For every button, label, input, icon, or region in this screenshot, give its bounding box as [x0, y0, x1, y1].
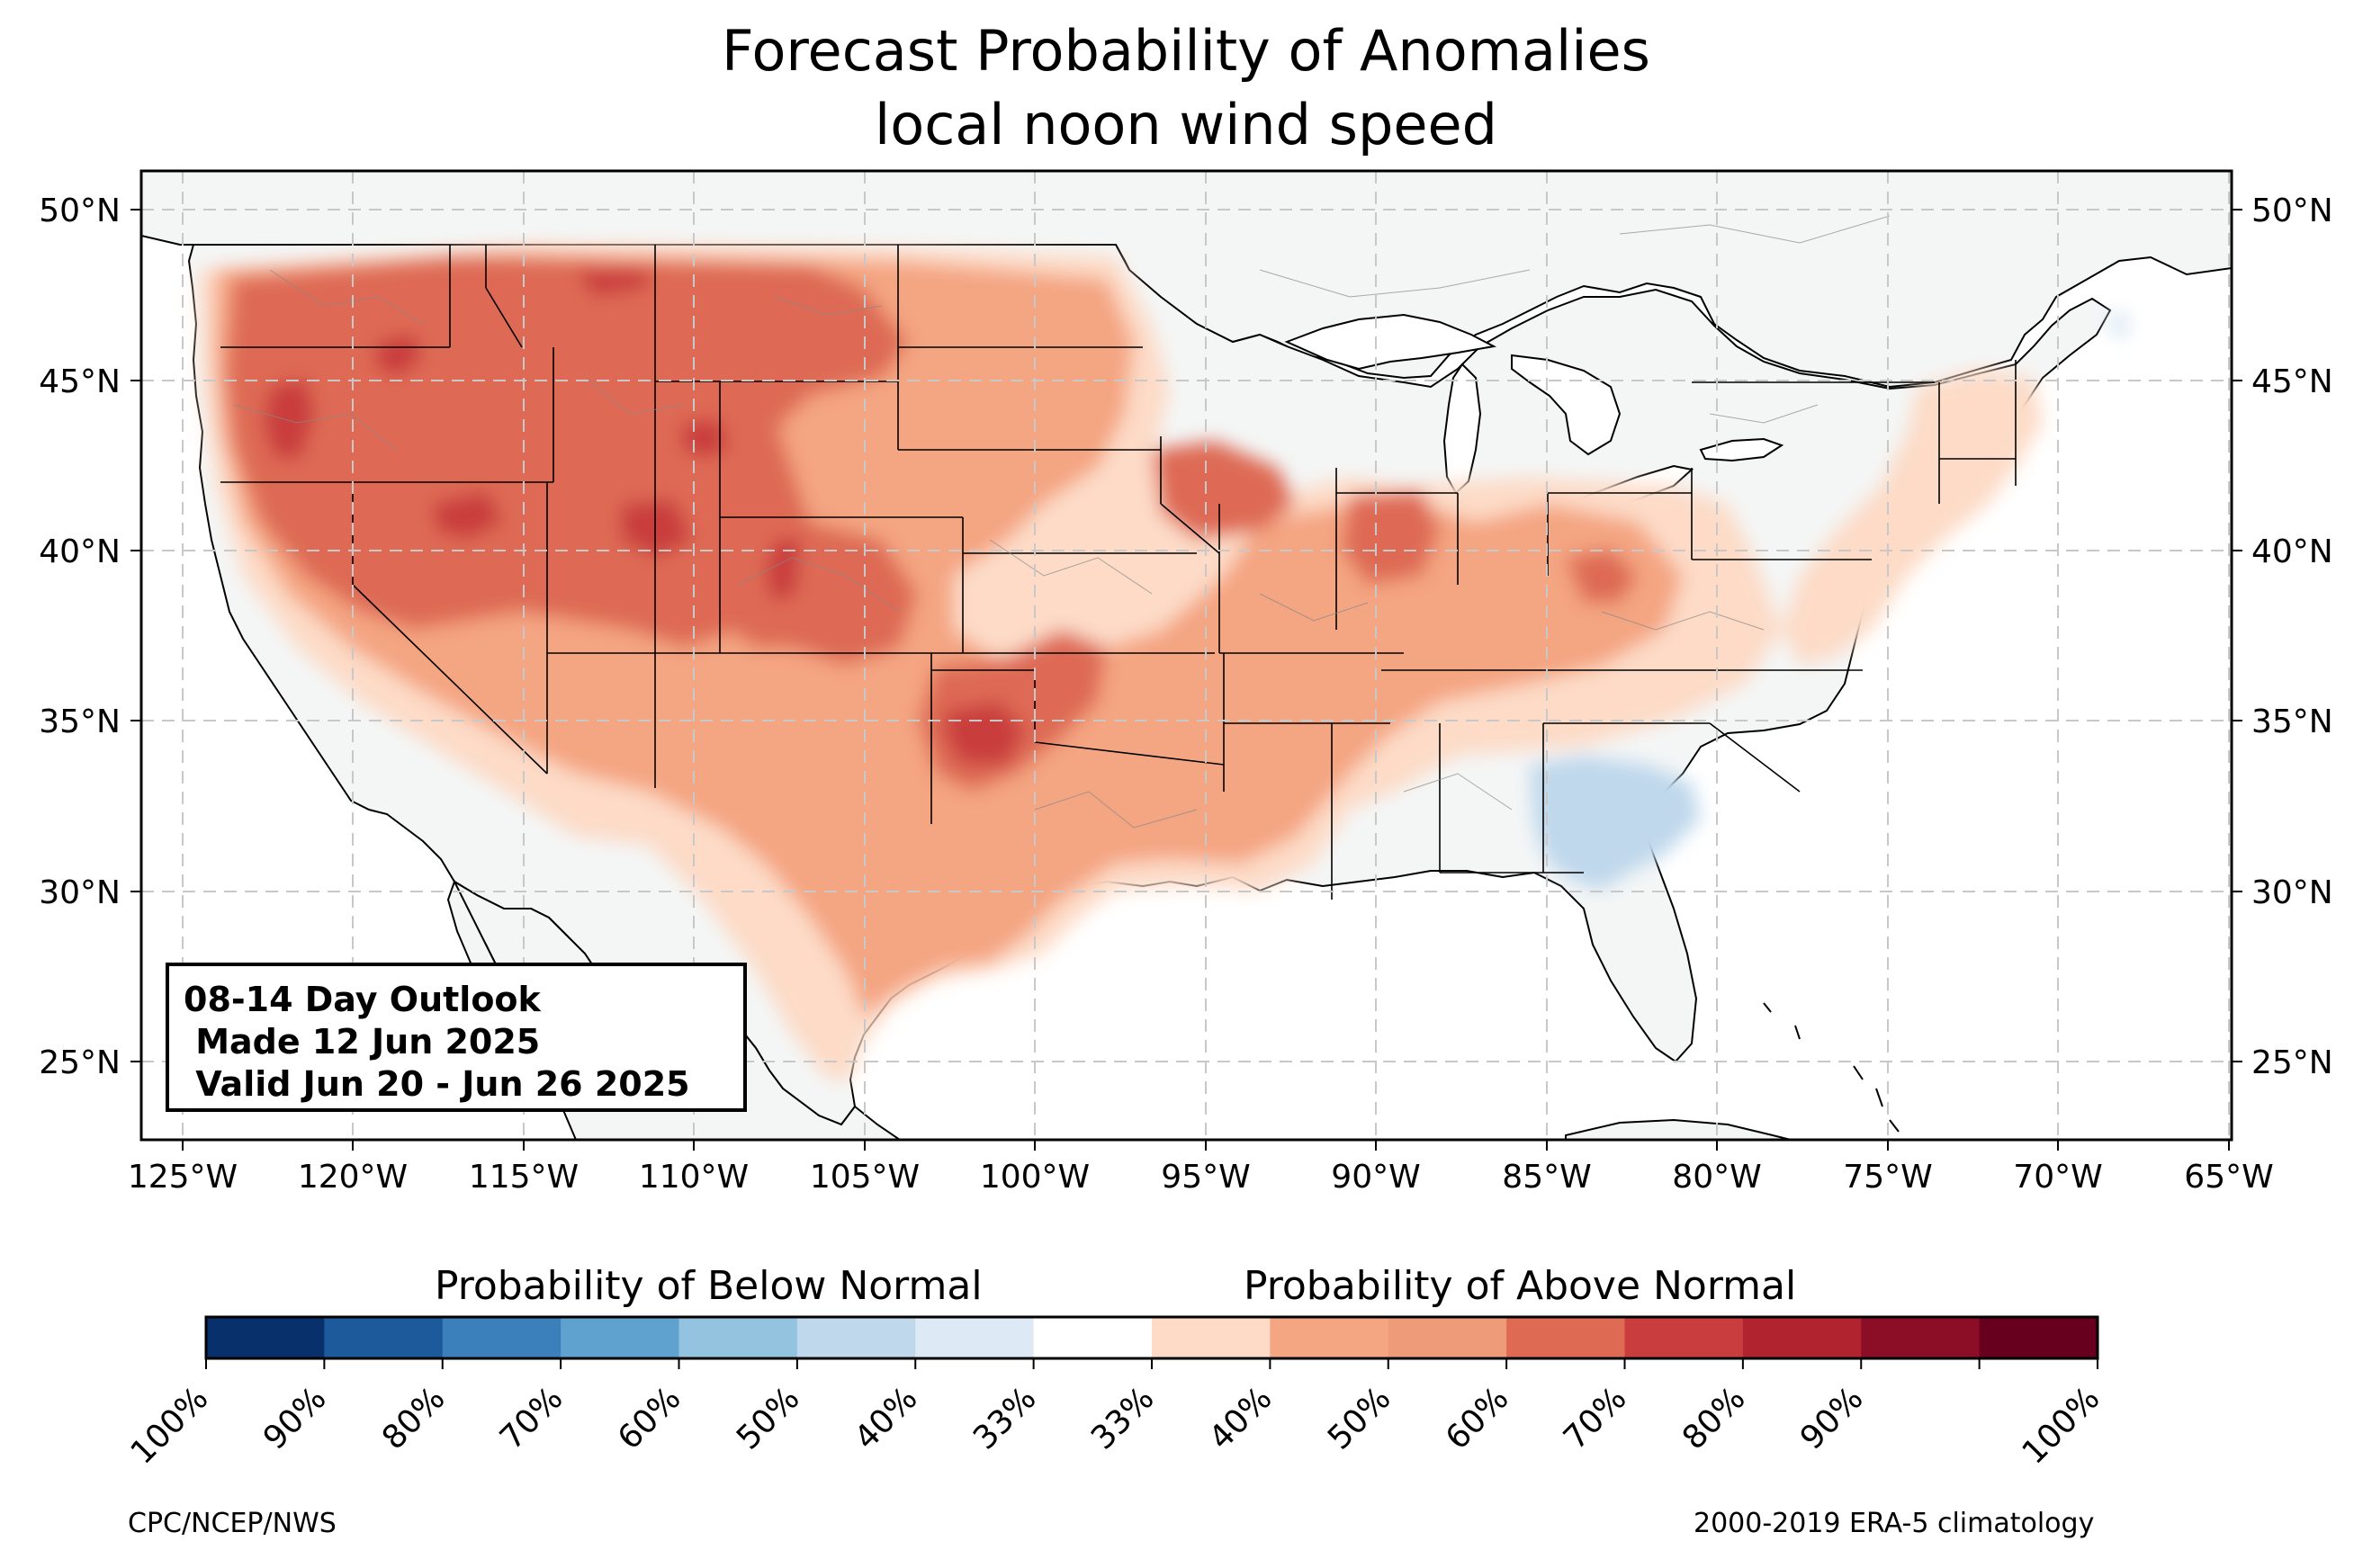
bahamas: [1763, 1002, 1900, 1133]
below-normal-label: Probability of Below Normal: [435, 1263, 983, 1309]
lon-label: 125°W: [128, 1159, 238, 1196]
colorbar-swatch: [561, 1317, 679, 1358]
lon-label: 75°W: [1843, 1159, 1932, 1196]
colorbar-swatch: [1270, 1317, 1389, 1358]
lon-label: 85°W: [1502, 1159, 1591, 1196]
lat-label: 30°N: [2251, 874, 2333, 911]
lat-label: 40°N: [2251, 533, 2333, 570]
above-normal-label: Probability of Above Normal: [1244, 1263, 1797, 1309]
lon-label: 100°W: [980, 1159, 1090, 1196]
colorbar-swatch: [1979, 1317, 2098, 1358]
colorbar-swatch: [915, 1317, 1035, 1358]
lon-label: 115°W: [469, 1159, 579, 1196]
lon-label: 95°W: [1161, 1159, 1250, 1196]
lon-label: 105°W: [810, 1159, 920, 1196]
colorbar-swatch: [1861, 1317, 1981, 1358]
lon-label: 70°W: [2013, 1159, 2102, 1196]
outlook-period: 08-14 Day Outlook: [184, 980, 541, 1019]
colorbar-swatch: [1388, 1317, 1507, 1358]
lat-label: 25°N: [2251, 1044, 2333, 1081]
map-frame: [139, 169, 2233, 1142]
colorbar-swatch: [442, 1317, 562, 1358]
lon-label: 120°W: [298, 1159, 408, 1196]
outlook-made-date: Made 12 Jun 2025: [184, 1022, 541, 1062]
chart-subtitle: local noon wind speed: [875, 92, 1497, 157]
colorbar-swatch: [678, 1317, 798, 1358]
colorbar-swatch: [1742, 1317, 1862, 1358]
colorbar-swatch: [206, 1317, 325, 1358]
latitude-labels-left: 50°N 45°N 40°N 35°N 30°N 25°N: [39, 193, 121, 1081]
colorbar-swatch: [1506, 1317, 1625, 1358]
lat-label: 45°N: [39, 363, 121, 400]
outlook-info-box: 08-14 Day Outlook Made 12 Jun 2025 Valid…: [166, 963, 747, 1112]
state-borders: [220, 245, 2017, 900]
lake-ontario: [1699, 437, 1784, 462]
lon-label: 110°W: [639, 1159, 749, 1196]
anomaly-shading: [198, 243, 2131, 1080]
lat-label: 35°N: [39, 703, 121, 740]
climatology-note: 2000-2019 ERA-5 climatology: [1694, 1508, 2095, 1539]
longitude-labels: 125°W 120°W 115°W 110°W 105°W 100°W 95°W…: [128, 1159, 2274, 1196]
colorbar-swatch: [1152, 1317, 1271, 1358]
lat-label: 45°N: [2251, 363, 2333, 400]
lon-label: 90°W: [1331, 1159, 1420, 1196]
lat-label: 25°N: [39, 1044, 121, 1081]
colorbar-swatch: [1624, 1317, 1744, 1358]
lat-label: 50°N: [2251, 193, 2333, 229]
latitude-labels-right: 50°N 45°N 40°N 35°N 30°N 25°N: [2251, 193, 2333, 1081]
colorbar-swatch: [796, 1317, 916, 1358]
lake-superior: [1284, 313, 1497, 371]
lat-label: 40°N: [39, 533, 121, 570]
colorbar: [204, 1315, 2099, 1369]
colorbar-swatch: [324, 1317, 444, 1358]
lon-label: 80°W: [1672, 1159, 1761, 1196]
cuba: [1565, 1118, 1792, 1140]
colorbar-swatch: [1033, 1317, 1153, 1358]
lon-label: 65°W: [2184, 1159, 2273, 1196]
chart-title: Forecast Probability of Anomalies: [722, 18, 1650, 84]
axis-tick-marks: [130, 209, 2242, 1151]
lat-label: 50°N: [39, 193, 121, 229]
lat-label: 35°N: [2251, 703, 2333, 740]
division-lines: [233, 215, 1891, 829]
outlook-valid-range: Valid Jun 20 - Jun 26 2025: [184, 1064, 690, 1104]
source-credit: CPC/NCEP/NWS: [128, 1508, 337, 1539]
lat-label: 30°N: [39, 874, 121, 911]
